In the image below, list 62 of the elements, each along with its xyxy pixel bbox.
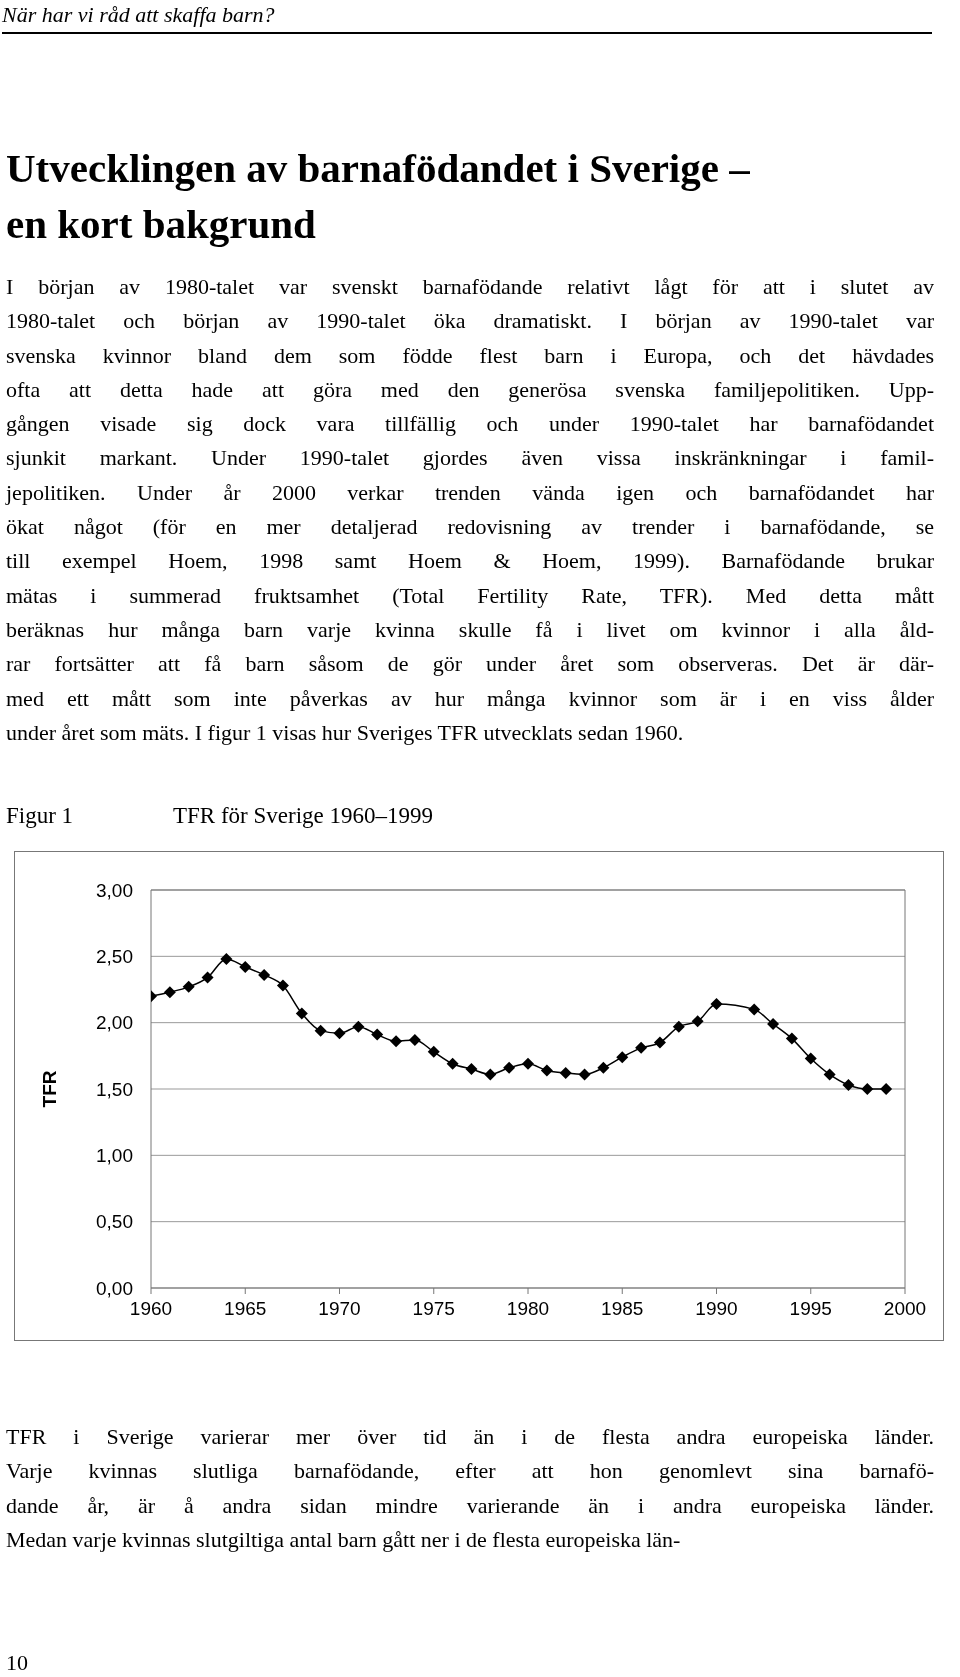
point (333, 1027, 346, 1040)
y-tick-label: 1,50 (96, 1078, 133, 1100)
point (182, 980, 195, 993)
text: När har vi råd att skaffa barn? (2, 2, 275, 28)
point (522, 1057, 534, 1070)
point (465, 1063, 478, 1076)
point (653, 1036, 666, 1049)
y-tick-label: 0,50 (96, 1211, 133, 1233)
x-tick-label: 1985 (601, 1298, 644, 1320)
point (503, 1061, 516, 1074)
text: Figur 1 (6, 803, 74, 829)
point (163, 986, 176, 999)
point (578, 1068, 591, 1081)
y-tick-label: 2,00 (96, 1012, 133, 1034)
y-tick-label: 2,50 (96, 946, 133, 968)
point (201, 971, 214, 984)
point (823, 1068, 836, 1081)
y-tick-label: 0,00 (96, 1277, 133, 1299)
point (804, 1052, 817, 1065)
point (371, 1028, 384, 1041)
point (767, 1017, 780, 1030)
point (861, 1083, 874, 1095)
y-tick-label: 3,00 (96, 879, 133, 901)
point (842, 1079, 855, 1092)
x-tick-label: 1990 (695, 1298, 738, 1320)
point (616, 1051, 629, 1064)
point (785, 1032, 798, 1045)
chart-title: TFR för Sverige 1960–1999 (173, 803, 434, 829)
point (710, 998, 723, 1011)
point (220, 952, 233, 965)
point (352, 1020, 365, 1033)
x-tick-label: 1980 (506, 1298, 550, 1320)
x-tick-label: 1970 (318, 1298, 361, 1320)
point (427, 1045, 440, 1058)
point (559, 1067, 572, 1080)
point (390, 1035, 403, 1048)
point (484, 1068, 497, 1081)
text: TFR i Sverige varierar mer över tid än i de flesta andra europeiska länder. Varje kvinnas slutliga barnafödande, efter att hon genomlevt sina barnafö- dande år, är å andra sidan mindre varierande än i andra europeiska länder. Medan varje kvinnas slutgiltiga antal barn gått ner i de flesta europeiska län- (6, 1423, 934, 1554)
point (258, 968, 271, 981)
y-tick-label: 1,00 (96, 1145, 133, 1167)
x-tick-label: 1975 (412, 1298, 455, 1320)
text: I början av 1980-talet var svenskt barnafödande relativt lågt för att i slutet av 1980-talet och början av 1990-talet öka dramatiskt. I början av 1990-talet var svenska kvinnor bland dem som födde flest barn i Europa, och det hävdades ofta att detta hade att göra med den generösa svenska familjepolitiken. Upp- gången visade sig dock vara tillfällig och under 1990-talet har barnafödandet sjunkit markant. Under 1990-talet gjordes även vissa inskränkningar i famil- jepolitiken. Under år 2000 verkar trenden vända igen och barnafödandet har ökat något (för en mer detaljerad redovisning av trender i barnafödande, se till exempel Hoem, 1998 samt Hoem & Hoem, 1999). Barnafödande brukar mätas i summerad fruktsamhet (Total Fertility Rate, TFR). Med detta mått beräknas hur många barn varje kvinna skulle få i livet om kvinnor i alla åld- rar fortsätter att få barn såsom de gör under året som observeras. Det är där- med ett mått som inte påverkas av hur många kvinnor som är i en viss ålder under året som mäts. I figur 1 visas hur Sveriges TFR utvecklats sedan 1960. (6, 274, 934, 745)
text: Utvecklingen av barnafödandet i Sverige – en kort bakgrund (6, 144, 750, 249)
point (597, 1061, 610, 1074)
point (880, 1083, 893, 1095)
x-tick-label: 1960 (129, 1298, 173, 1320)
point (408, 1033, 421, 1046)
y-axis-title: TFR (38, 1070, 60, 1108)
x-tick-label: 1965 (224, 1298, 267, 1320)
point (540, 1064, 553, 1077)
point (748, 1003, 761, 1016)
point (314, 1024, 327, 1037)
point (691, 1015, 704, 1028)
point (672, 1020, 685, 1033)
point (295, 1007, 308, 1020)
text: 10 (6, 1650, 28, 1676)
x-tick-label: 1995 (789, 1298, 832, 1320)
point (276, 979, 289, 992)
point (635, 1041, 648, 1054)
point (239, 960, 252, 973)
point (446, 1057, 459, 1070)
x-tick-label: 2000 (883, 1298, 927, 1320)
